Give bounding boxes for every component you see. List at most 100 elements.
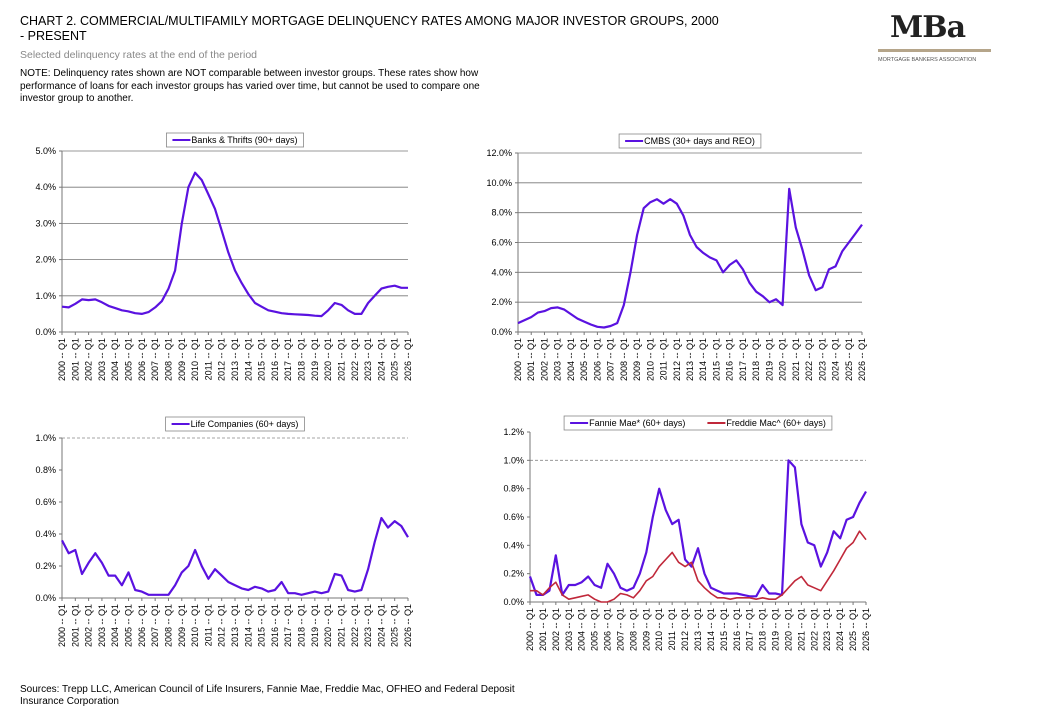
- y-tick-label: 1.2%: [503, 427, 524, 437]
- x-tick-label: 2005 -- Q1: [124, 338, 134, 381]
- legend-label: Banks & Thrifts (90+ days): [191, 135, 297, 145]
- legend-box: [563, 415, 833, 431]
- y-tick-label: 4.0%: [35, 182, 56, 192]
- x-tick-label: 2023 -- Q1: [363, 338, 373, 381]
- x-tick-label: 2009 -- Q1: [632, 338, 642, 381]
- y-tick-label: 2.0%: [35, 255, 56, 265]
- y-tick-label: 6.0%: [491, 238, 512, 248]
- y-tick-label: 1.0%: [35, 291, 56, 301]
- x-tick-label: 2019 -- Q1: [771, 608, 781, 651]
- x-tick-label: 2018 -- Q1: [751, 338, 761, 381]
- y-tick-label: 3.0%: [35, 218, 56, 228]
- series-line: [61, 171, 408, 318]
- x-tick-label: 2021 -- Q1: [336, 604, 346, 647]
- x-tick-label: 2015 -- Q1: [711, 338, 721, 381]
- y-tick-label: 0.6%: [35, 497, 56, 507]
- x-tick-label: 2001 -- Q1: [70, 338, 80, 381]
- x-tick-label: 2018 -- Q1: [297, 604, 307, 647]
- x-tick-label: 2015 -- Q1: [257, 604, 267, 647]
- x-tick-label: 2026 -- Q1: [403, 604, 413, 647]
- y-tick-label: 10.0%: [486, 178, 512, 188]
- x-tick-label: 2012 -- Q1: [680, 608, 690, 651]
- y-tick-label: 12.0%: [486, 148, 512, 158]
- legend: Life Companies (60+ days): [165, 416, 305, 432]
- x-tick-label: 2008 -- Q1: [163, 604, 173, 647]
- y-tick-label: 8.0%: [491, 208, 512, 218]
- x-tick-label: 2022 -- Q1: [809, 608, 819, 651]
- y-tick-label: 1.0%: [503, 455, 524, 465]
- y-tick-label: 1.0%: [35, 433, 56, 443]
- x-tick-label: 2015 -- Q1: [257, 338, 267, 381]
- x-tick-label: 2002 -- Q1: [84, 604, 94, 647]
- x-tick-label: 2026 -- Q1: [857, 338, 867, 381]
- legend-label: Life Companies (60+ days): [191, 419, 299, 429]
- y-tick-label: 0.8%: [35, 465, 56, 475]
- x-tick-label: 2023 -- Q1: [363, 604, 373, 647]
- y-tick-label: 0.0%: [35, 327, 56, 337]
- x-tick-label: 2004 -- Q1: [110, 604, 120, 647]
- y-tick-label: 2.0%: [491, 297, 512, 307]
- x-tick-label: 2010 -- Q1: [645, 338, 655, 381]
- x-tick-label: 2010 -- Q1: [190, 604, 200, 647]
- x-tick-label: 2013 -- Q1: [685, 338, 695, 381]
- x-tick-label: 2010 -- Q1: [654, 608, 664, 651]
- x-tick-label: 2026 -- Q1: [861, 608, 871, 651]
- legend-box: [166, 132, 304, 148]
- x-tick-label: 2004 -- Q1: [110, 338, 120, 381]
- x-tick-label: 2016 -- Q1: [732, 608, 742, 651]
- x-tick-label: 2013 -- Q1: [230, 604, 240, 647]
- x-tick-label: 2012 -- Q1: [672, 338, 682, 381]
- x-tick-label: 2015 -- Q1: [719, 608, 729, 651]
- x-tick-label: 2012 -- Q1: [217, 604, 227, 647]
- y-tick-label: 0.8%: [503, 484, 524, 494]
- y-tick-label: 0.0%: [35, 593, 56, 603]
- y-tick-label: 0.4%: [35, 529, 56, 539]
- subtitle: Selected delinquency rates at the end of…: [20, 49, 257, 61]
- x-tick-label: 2020 -- Q1: [778, 338, 788, 381]
- y-tick-label: 4.0%: [491, 267, 512, 277]
- logo: MBa: [890, 10, 966, 45]
- x-tick-label: 2009 -- Q1: [177, 604, 187, 647]
- x-tick-label: 2021 -- Q1: [791, 338, 801, 381]
- x-tick-label: 2018 -- Q1: [758, 608, 768, 651]
- series-line: [61, 516, 409, 596]
- x-tick-label: 2007 -- Q1: [150, 604, 160, 647]
- legend-label: Fannie Mae* (60+ days): [589, 418, 685, 428]
- x-tick-label: 2009 -- Q1: [177, 338, 187, 381]
- x-tick-label: 2024 -- Q1: [835, 608, 845, 651]
- legend-box: [165, 416, 305, 432]
- x-tick-label: 2022 -- Q1: [350, 338, 360, 381]
- x-tick-label: 2023 -- Q1: [817, 338, 827, 381]
- series-line: [528, 459, 867, 598]
- x-tick-label: 2017 -- Q1: [283, 338, 293, 381]
- y-tick-label: 0.0%: [491, 327, 512, 337]
- x-tick-label: 2003 -- Q1: [564, 608, 574, 651]
- x-tick-label: 2004 -- Q1: [577, 608, 587, 651]
- x-tick-label: 2004 -- Q1: [566, 338, 576, 381]
- x-tick-label: 2011 -- Q1: [667, 608, 677, 650]
- x-tick-label: 2012 -- Q1: [217, 338, 227, 381]
- x-tick-label: 2024 -- Q1: [831, 338, 841, 381]
- x-tick-label: 2017 -- Q1: [745, 608, 755, 651]
- source: Sources: Trepp LLC, American Council of …: [20, 684, 515, 707]
- x-tick-label: 2007 -- Q1: [615, 608, 625, 651]
- legend: Banks & Thrifts (90+ days): [166, 132, 304, 148]
- y-tick-label: 5.0%: [35, 146, 56, 156]
- x-tick-label: 2010 -- Q1: [190, 338, 200, 381]
- logo-bar: [878, 49, 991, 52]
- x-tick-label: 2000 -- Q1: [513, 338, 523, 381]
- x-tick-label: 2011 -- Q1: [203, 338, 213, 380]
- x-tick-label: 2002 -- Q1: [84, 338, 94, 381]
- y-tick-label: 0.0%: [503, 597, 524, 607]
- x-tick-label: 2025 -- Q1: [848, 608, 858, 651]
- x-tick-label: 2001 -- Q1: [538, 608, 548, 651]
- x-tick-label: 2018 -- Q1: [297, 338, 307, 381]
- x-tick-label: 2021 -- Q1: [796, 608, 806, 651]
- x-tick-label: 2000 -- Q1: [525, 608, 535, 651]
- x-tick-label: 2008 -- Q1: [619, 338, 629, 381]
- x-tick-label: 2025 -- Q1: [390, 604, 400, 647]
- logo-tagline: MORTGAGE BANKERS ASSOCIATION: [878, 57, 977, 63]
- x-tick-label: 2013 -- Q1: [230, 338, 240, 381]
- legend-label: CMBS (30+ days and REO): [644, 136, 755, 146]
